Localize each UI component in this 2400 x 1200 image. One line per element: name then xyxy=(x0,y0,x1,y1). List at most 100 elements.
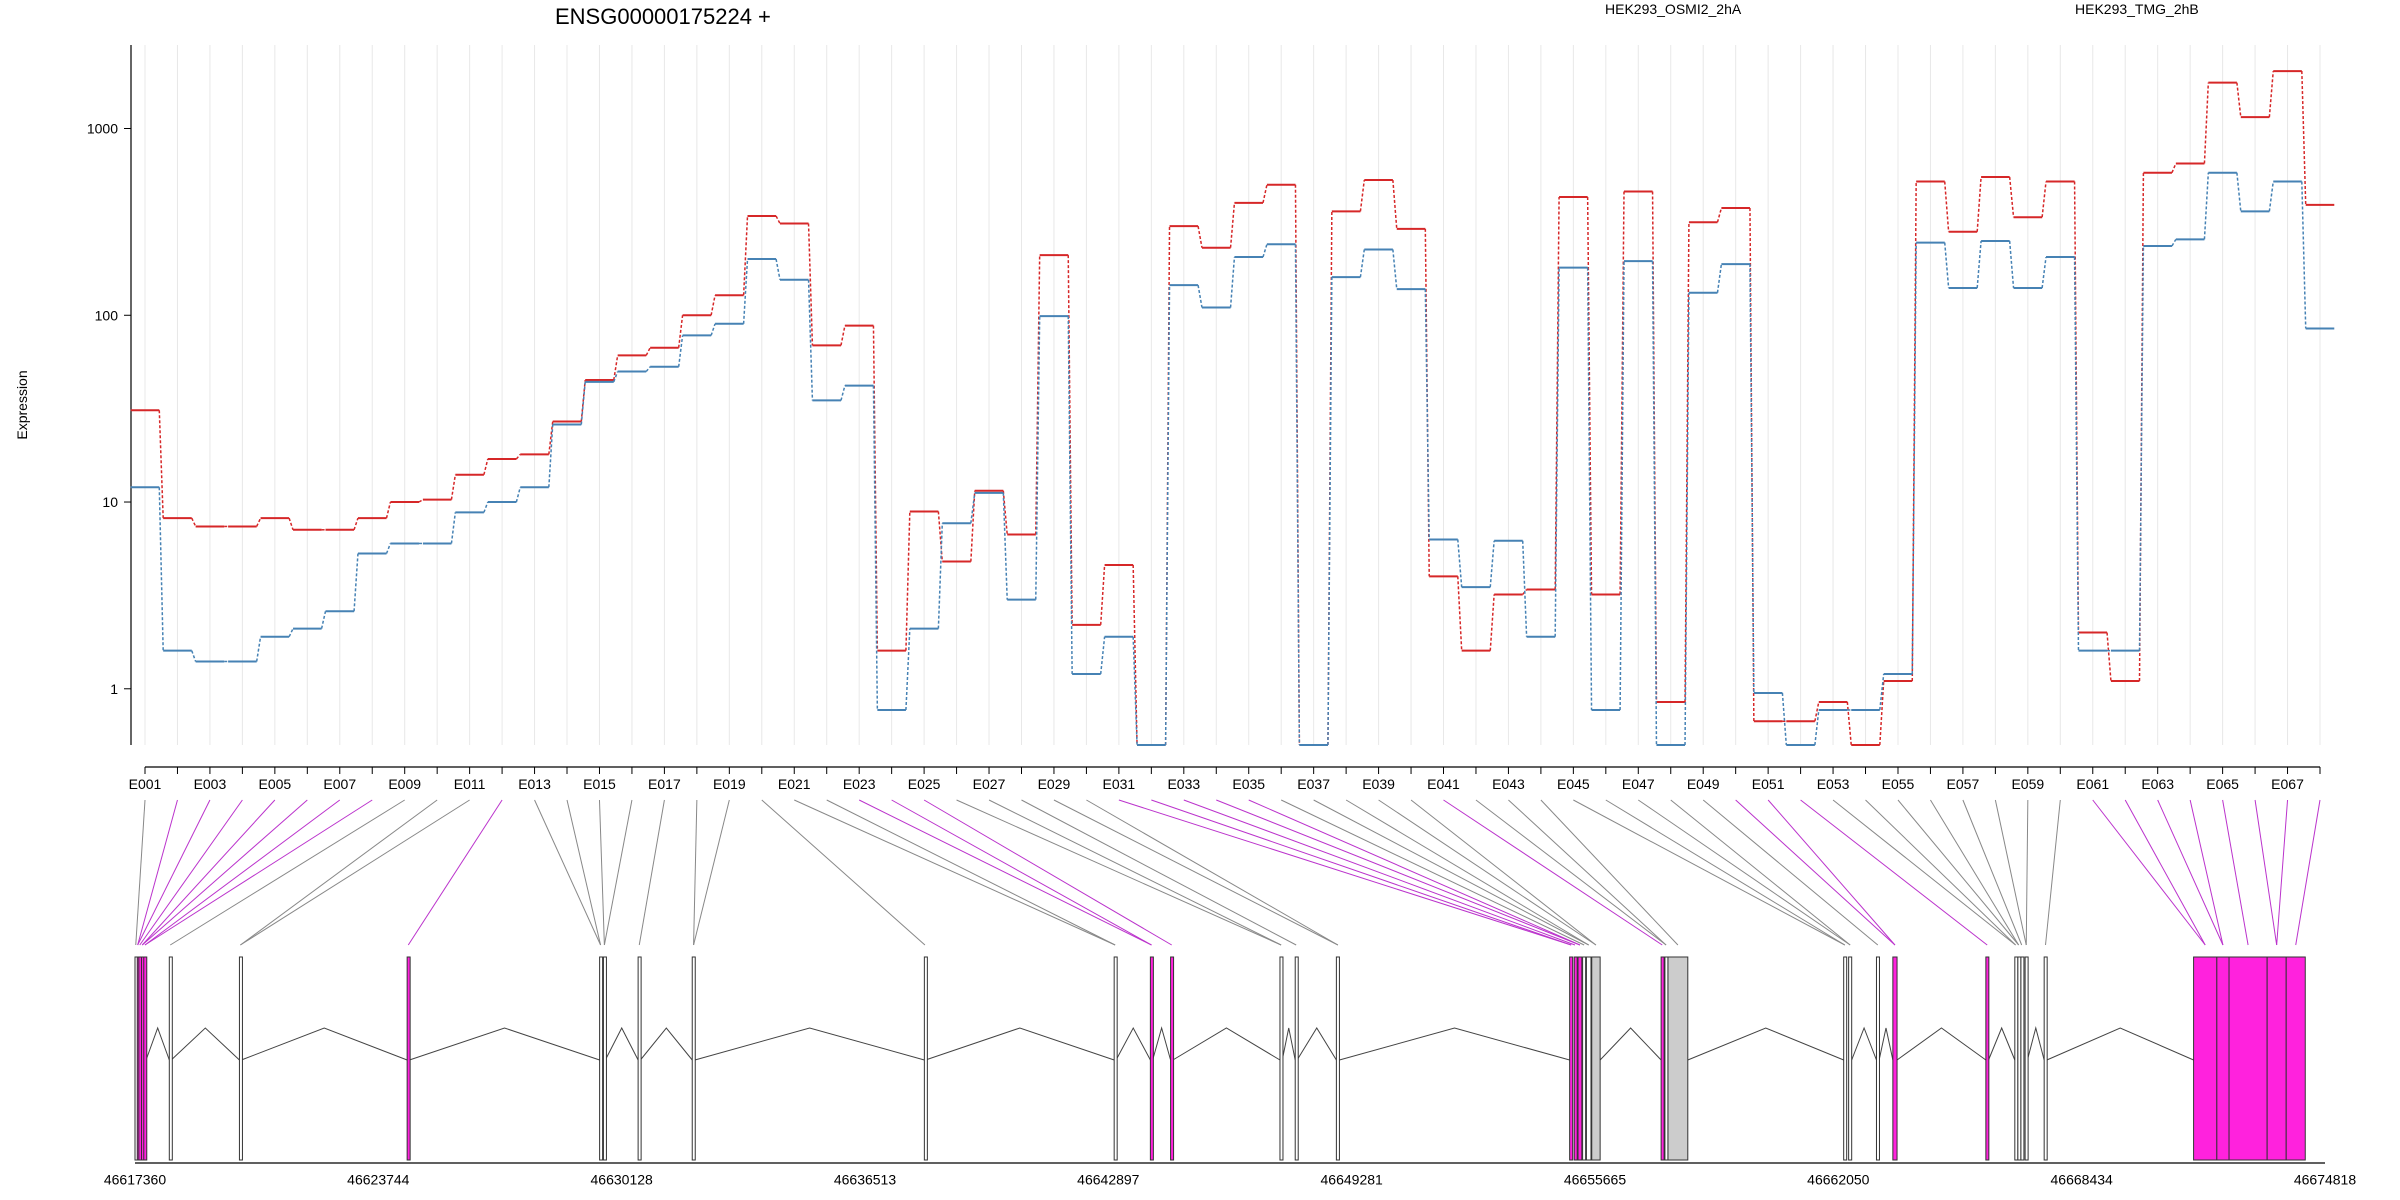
exon-block xyxy=(691,956,696,1161)
x-tick-label: E021 xyxy=(778,776,811,792)
x-tick-label: E007 xyxy=(323,776,356,792)
x-tick-label: E013 xyxy=(518,776,551,792)
series-0-connector xyxy=(677,315,684,348)
series-1-connector xyxy=(2171,238,2177,247)
x-tick-label: E029 xyxy=(1038,776,1071,792)
series-0-connector xyxy=(1424,228,1430,577)
series-1-connector xyxy=(1489,540,1495,588)
x-tick-label: E001 xyxy=(129,776,162,792)
x-tick-label: E011 xyxy=(454,776,486,792)
x-tick-label: E037 xyxy=(1297,776,1330,792)
series-0-connector xyxy=(1262,184,1268,203)
series-1-connector xyxy=(1716,263,1723,293)
series-1-connector xyxy=(385,543,392,554)
series-0-connector xyxy=(1489,594,1495,651)
series-1-connector xyxy=(2301,181,2307,329)
series-0-connector xyxy=(1035,255,1041,535)
series-1-connector xyxy=(158,487,164,651)
series-1-connector xyxy=(872,385,879,710)
x-tick-label: E027 xyxy=(973,776,1006,792)
exon-map-line xyxy=(693,799,698,946)
series-1-connector xyxy=(2041,256,2047,289)
intron-connector xyxy=(1851,1026,1877,1061)
genome-tick-label: 46662050 xyxy=(1807,1171,1870,1187)
x-tick-label: E033 xyxy=(1167,776,1200,792)
x-tick-label: E003 xyxy=(194,776,227,792)
series-0-connector xyxy=(158,410,164,519)
x-axis: E001 E003 E005 E007 E009 E011 E013 E015 E017 E019… xyxy=(129,766,2321,792)
series-0-connector xyxy=(1197,226,1203,248)
exon-map-line xyxy=(1865,799,2016,946)
exon-block xyxy=(168,956,173,1161)
series-0-connector xyxy=(2268,71,2275,118)
series-1-connector xyxy=(970,492,976,524)
series-1-connector xyxy=(1359,249,1366,278)
x-tick-label: E017 xyxy=(648,776,681,792)
exon-map-line xyxy=(2295,799,2321,946)
exon-map-line xyxy=(407,799,503,946)
exon-map-line xyxy=(1994,799,2027,946)
exon-map-line xyxy=(1248,799,1581,946)
series-1-connector xyxy=(2008,240,2015,289)
exon-map-line xyxy=(638,799,665,946)
series-1-connector xyxy=(1099,636,1106,675)
series-0-connector xyxy=(418,498,424,503)
genome-tick-label: 46630128 xyxy=(591,1171,654,1187)
y-tick-label: 100 xyxy=(95,307,119,323)
legend-entry-1: HEK293_TMG_2hB xyxy=(2075,1,2199,17)
exon-block xyxy=(1335,956,1340,1161)
exon-block xyxy=(1875,956,1880,1161)
series-1-connector xyxy=(1132,636,1138,746)
exon-map-line xyxy=(144,799,341,946)
x-tick-label: E005 xyxy=(258,776,291,792)
series-0-connector xyxy=(1132,564,1138,746)
x-tick-label: E023 xyxy=(843,776,876,792)
series-1-connector xyxy=(483,501,489,513)
exon-block xyxy=(923,956,928,1161)
exon-map-line xyxy=(1378,799,1597,946)
intron-connector xyxy=(1115,1026,1151,1061)
y-tick-label: 1000 xyxy=(87,121,118,137)
exon-block xyxy=(2285,956,2306,1161)
series-1-connector xyxy=(1197,285,1203,308)
x-tick-label: E055 xyxy=(1882,776,1915,792)
intron-connector xyxy=(1281,1027,1296,1061)
exon-map-line xyxy=(1735,799,1896,946)
exon-map-line xyxy=(826,799,1116,946)
exon-map-line xyxy=(1540,799,1679,946)
exon-block xyxy=(2216,956,2230,1161)
exon-map-line xyxy=(1897,799,2020,946)
exon-map-line xyxy=(1605,799,1846,946)
exon-map-line xyxy=(534,799,602,946)
series-0-connector xyxy=(710,295,716,316)
intron-connector xyxy=(925,1027,1115,1061)
series-1-connector xyxy=(677,335,684,367)
exon-map-line xyxy=(135,799,146,946)
series-0-connector xyxy=(1067,255,1073,625)
series-1-connector xyxy=(2138,245,2145,651)
exon-map-line xyxy=(1702,799,1879,946)
series-0-connector xyxy=(2171,163,2177,173)
exon-block xyxy=(2228,956,2268,1161)
exon-block xyxy=(1985,956,1990,1161)
series-0-connector xyxy=(742,215,749,296)
series-1-connector xyxy=(710,323,716,336)
x-tick-label: E043 xyxy=(1492,776,1525,792)
exon-map-line xyxy=(956,799,1282,946)
intron-connector xyxy=(1339,1027,1570,1061)
intron-connector xyxy=(1896,1027,1987,1061)
exon-map-line xyxy=(1345,799,1589,946)
series-0-connector xyxy=(483,458,489,475)
series-1-connector xyxy=(2236,172,2242,212)
series-0-connector xyxy=(353,517,359,531)
series-0-connector xyxy=(1229,202,1236,248)
intron-connector xyxy=(2026,1026,2045,1061)
exon-map-line xyxy=(858,799,1152,946)
x-tick-label: E015 xyxy=(583,776,616,792)
series-1-connector xyxy=(191,650,197,662)
y-axis-label: Expression xyxy=(14,370,30,439)
intron-connector xyxy=(409,1027,600,1061)
series-1-connector xyxy=(1294,244,1301,746)
intron-connector xyxy=(241,1027,408,1061)
exon-map-line xyxy=(2276,799,2289,946)
